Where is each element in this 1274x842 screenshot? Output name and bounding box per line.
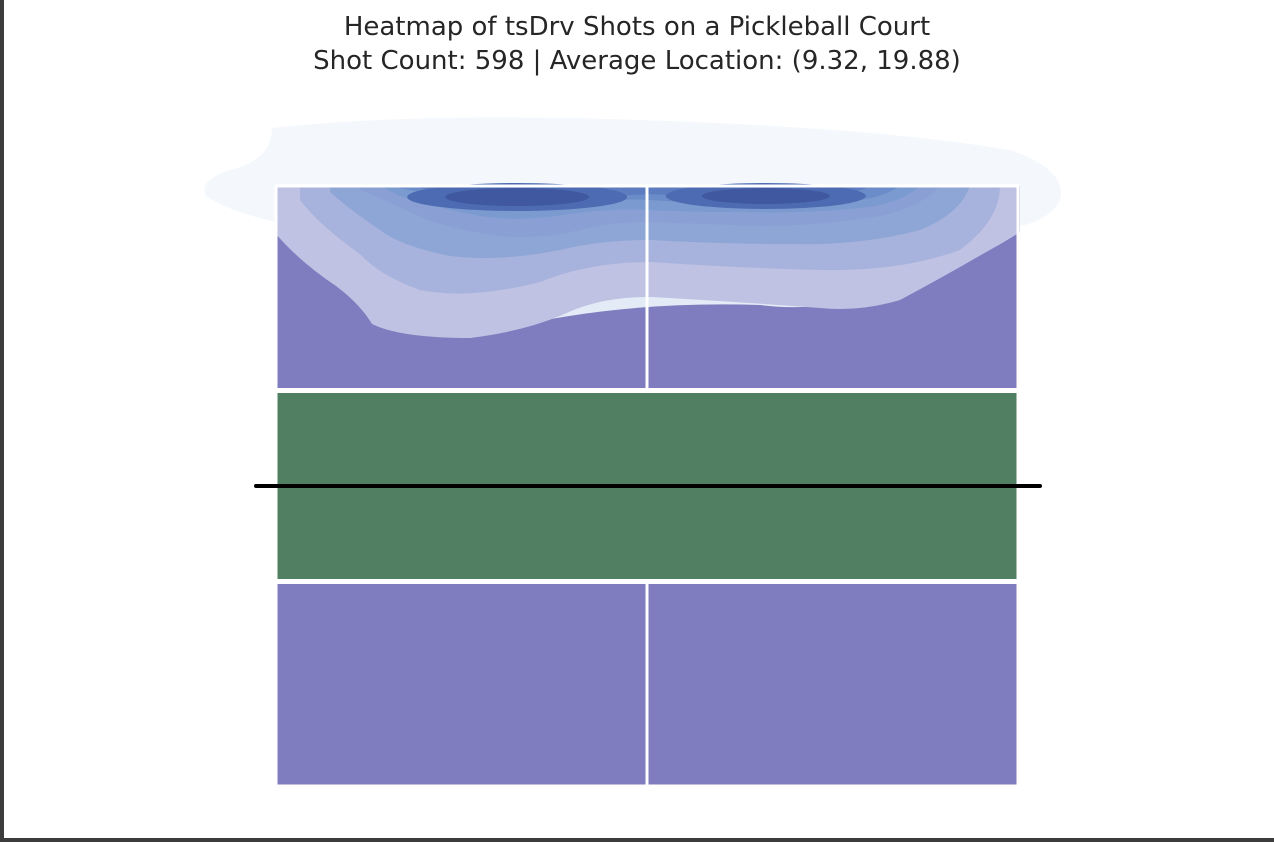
chart-subtitle: Shot Count: 598 | Average Location: (9.3…	[313, 46, 961, 76]
density-layer	[204, 117, 1061, 338]
density-peak-right	[701, 188, 830, 204]
density-level-0	[204, 117, 1061, 226]
chart-title: Heatmap of tsDrv Shots on a Pickleball C…	[343, 12, 931, 42]
density-peak-left	[445, 188, 590, 206]
